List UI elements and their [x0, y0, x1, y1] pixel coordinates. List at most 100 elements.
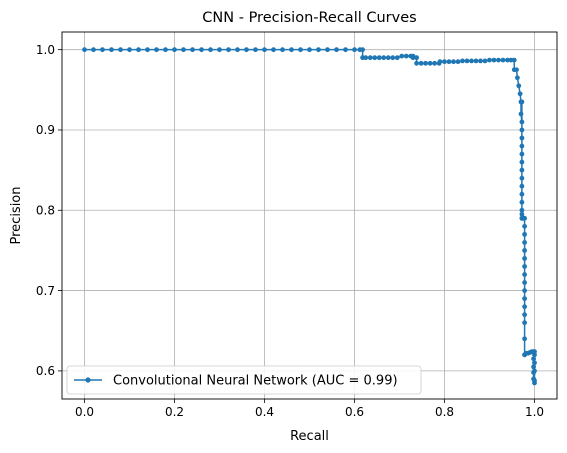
data-point	[522, 240, 527, 245]
x-tick-label: 0.4	[255, 405, 274, 419]
y-tick-label: 0.6	[36, 364, 55, 378]
data-point	[532, 349, 537, 355]
data-point	[519, 211, 525, 217]
data-point	[517, 91, 523, 97]
data-point	[522, 288, 527, 293]
data-point	[460, 58, 465, 64]
data-point	[532, 378, 537, 383]
data-point	[423, 60, 428, 66]
chart-title: CNN - Precision-Recall Curves	[202, 10, 416, 26]
data-point	[522, 248, 527, 253]
data-point	[531, 364, 536, 370]
data-point	[394, 55, 400, 61]
data-point	[532, 360, 537, 366]
legend-entry-label: Convolutional Neural Network (AUC = 0.99…	[113, 374, 398, 389]
data-point	[446, 59, 452, 65]
axes-frame	[61, 31, 558, 400]
data-point	[522, 223, 527, 229]
data-point	[532, 368, 537, 374]
data-point	[518, 111, 524, 117]
data-point	[531, 356, 536, 362]
data-point	[181, 47, 186, 53]
data-point	[511, 57, 517, 63]
data-point	[522, 256, 527, 261]
data-point	[372, 55, 378, 61]
data-point	[163, 47, 168, 53]
data-point	[414, 60, 419, 66]
data-point	[519, 199, 525, 205]
data-point	[289, 47, 294, 53]
data-point	[522, 231, 527, 237]
data-point	[414, 55, 419, 61]
data-point	[199, 47, 204, 53]
data-point	[262, 47, 267, 53]
data-point	[352, 47, 357, 53]
data-point	[519, 183, 525, 189]
data-point	[343, 47, 348, 53]
data-point	[217, 47, 222, 53]
data-point	[385, 55, 391, 61]
data-point	[519, 143, 525, 149]
data-point	[91, 47, 96, 53]
data-point	[516, 83, 522, 89]
data-point	[253, 47, 258, 53]
y-tick-label: 0.7	[36, 284, 55, 298]
data-point	[522, 264, 527, 269]
data-point	[500, 57, 506, 63]
data-point	[478, 58, 483, 64]
x-tick-label: 1.0	[525, 405, 544, 419]
data-point	[334, 47, 339, 53]
data-point	[403, 53, 409, 59]
data-point	[376, 55, 382, 61]
data-point	[522, 272, 527, 277]
axis-ticks: 0.0 0.2 0.4 0.6 0.8 1.0 0.6 0.7 0.8 0.9 1.0	[36, 43, 544, 419]
x-tick-label: 0.8	[435, 405, 454, 419]
data-point	[399, 53, 405, 59]
data-point	[226, 47, 231, 53]
data-point	[82, 47, 87, 53]
data-point	[519, 127, 525, 133]
data-point	[519, 99, 525, 105]
data-point	[519, 175, 525, 181]
data-point	[154, 47, 159, 53]
data-point	[514, 67, 519, 73]
x-tick-label: 0.2	[165, 405, 184, 419]
data-point	[427, 60, 433, 66]
y-axis-label: Precision	[9, 186, 24, 244]
data-point	[235, 47, 240, 53]
data-point	[208, 47, 213, 53]
data-point	[522, 304, 527, 310]
data-point	[244, 47, 249, 53]
data-point	[442, 59, 447, 65]
data-point	[519, 119, 525, 125]
data-point	[519, 159, 525, 165]
y-tick-label: 0.8	[36, 203, 55, 217]
data-point	[515, 75, 520, 81]
data-point	[390, 55, 396, 61]
data-point	[522, 312, 527, 318]
data-point	[381, 55, 387, 61]
data-point	[298, 47, 303, 53]
data-point	[307, 47, 312, 53]
data-point	[145, 47, 150, 53]
data-point	[522, 215, 527, 221]
data-point	[487, 57, 492, 63]
data-point	[118, 47, 123, 53]
data-point	[496, 57, 501, 63]
data-point	[482, 58, 488, 64]
x-tick-label: 0.0	[75, 405, 94, 419]
data-point	[271, 47, 276, 53]
data-point	[519, 151, 525, 157]
y-tick-label: 1.0	[36, 43, 55, 57]
data-point	[455, 59, 461, 65]
data-point	[437, 59, 443, 65]
data-point	[136, 47, 141, 53]
data-point	[363, 55, 369, 61]
data-point	[109, 47, 114, 53]
x-tick-label: 0.6	[345, 405, 364, 419]
data-point	[522, 296, 527, 302]
data-point	[325, 47, 330, 53]
data-point	[522, 336, 527, 342]
data-point	[469, 58, 474, 64]
data-point	[464, 58, 470, 64]
